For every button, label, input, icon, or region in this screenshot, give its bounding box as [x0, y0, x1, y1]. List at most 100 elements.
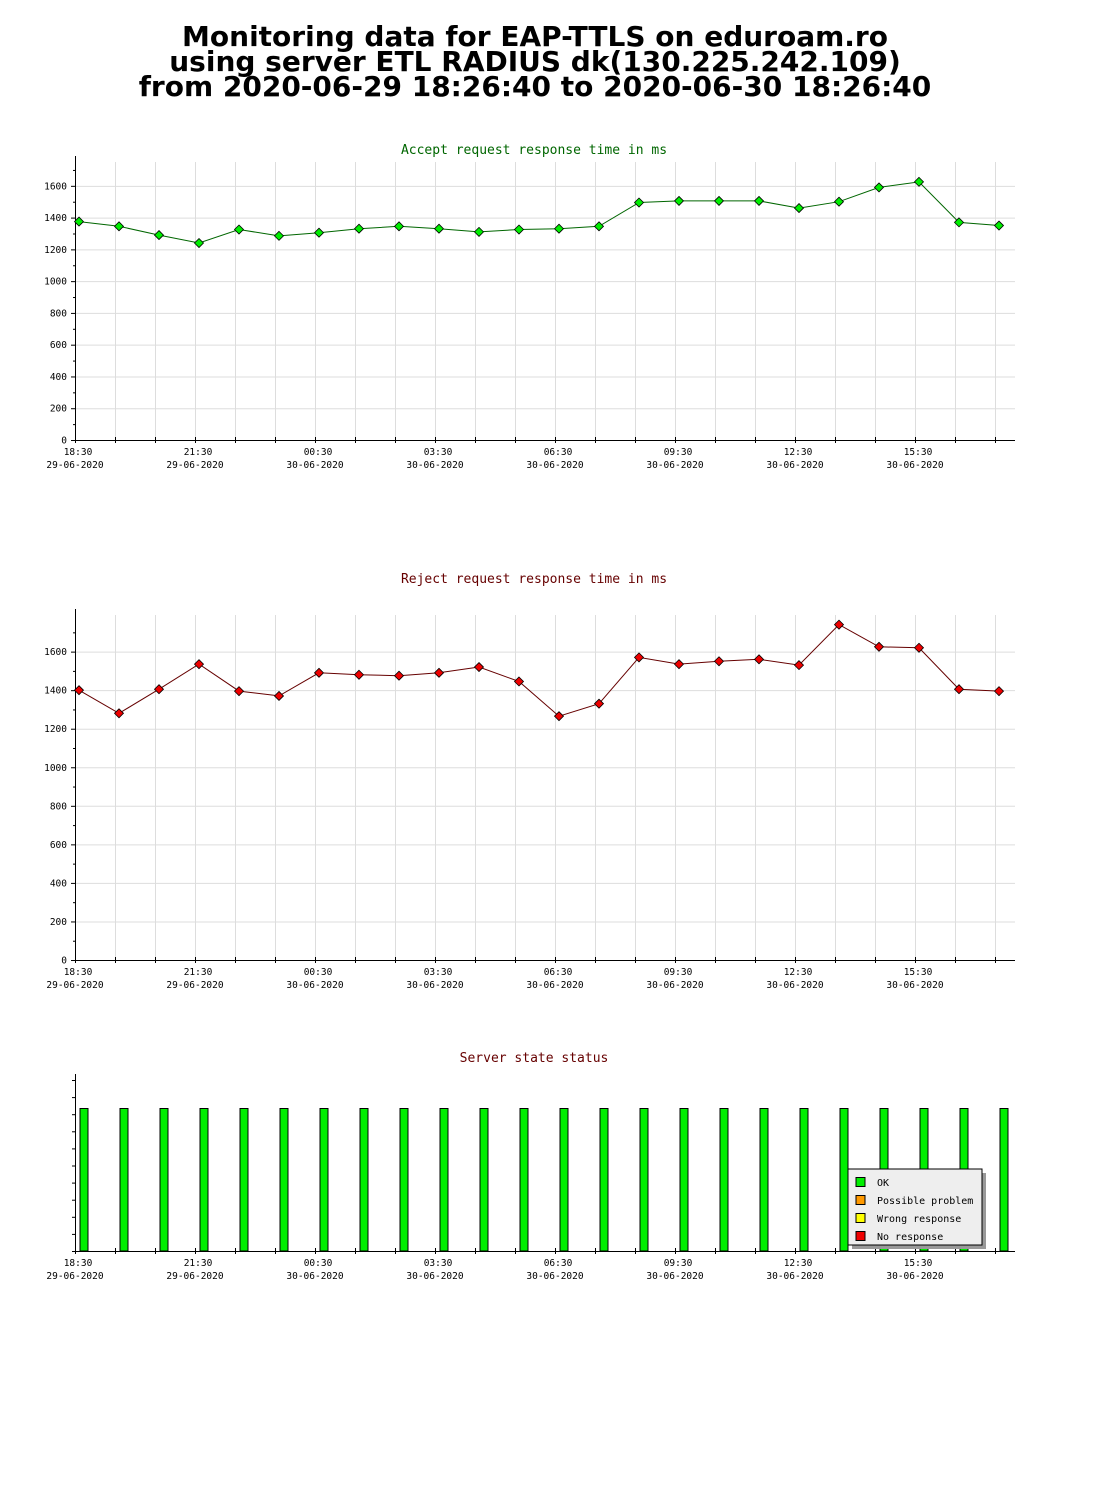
x-tick-date: 30-06-2020: [526, 1271, 583, 1282]
accept-response-chart: Accept request response time in ms 0 200 40…: [44, 143, 1015, 471]
x-tick-time: 09:30: [664, 1258, 693, 1269]
data-point: [513, 224, 525, 235]
status-bar: [479, 1108, 489, 1252]
data-point: [73, 216, 85, 227]
x-tick-date: 30-06-2020: [406, 460, 463, 471]
x-tick-date: 30-06-2020: [286, 1271, 343, 1282]
legend-swatch: [855, 1213, 866, 1223]
status-bar: [799, 1108, 809, 1252]
x-tick-time: 21:30: [184, 1258, 213, 1269]
status-bar: [599, 1108, 609, 1252]
chart-title: Server state status: [460, 1051, 609, 1066]
data-point: [313, 667, 325, 678]
data-point: [833, 196, 845, 207]
y-tick-label: 800: [50, 801, 67, 812]
y-tick-label: 1600: [44, 647, 67, 658]
data-point: [473, 661, 485, 673]
x-tick-time: 03:30: [424, 1258, 453, 1269]
status-bar: [159, 1108, 169, 1252]
x-tick-date: 30-06-2020: [766, 980, 823, 991]
data-point: [113, 708, 125, 719]
x-tick-date: 29-06-2020: [166, 980, 223, 991]
data-point: [993, 220, 1005, 231]
y-tick-label: 400: [50, 878, 67, 889]
x-tick-date: 30-06-2020: [286, 980, 343, 991]
x-tick-time: 06:30: [544, 967, 573, 978]
status-bar: [319, 1108, 329, 1252]
data-point: [593, 221, 605, 232]
y-tick-label: 1200: [44, 245, 67, 256]
x-tick-date: 30-06-2020: [286, 460, 343, 471]
legend-label: OK: [877, 1178, 889, 1189]
y-tick-label: 1600: [44, 181, 67, 192]
data-point: [393, 221, 405, 232]
data-point: [553, 711, 565, 722]
y-tick-label: 1400: [44, 213, 67, 224]
x-tick-date: 30-06-2020: [766, 460, 823, 471]
legend-label: No response: [877, 1232, 943, 1243]
x-tick-date: 30-06-2020: [886, 460, 943, 471]
data-point: [153, 684, 165, 695]
x-tick-date: 30-06-2020: [646, 1271, 703, 1282]
x-tick-time: 12:30: [784, 1258, 813, 1269]
x-tick-date: 30-06-2020: [766, 1271, 823, 1282]
data-point: [753, 195, 765, 206]
data-point: [73, 685, 85, 696]
x-tick-time: 00:30: [304, 967, 333, 978]
title-line-2: using server ETL RADIUS dk(130.225.242.1…: [169, 45, 901, 78]
status-bar: [279, 1108, 289, 1252]
data-point: [233, 224, 245, 235]
x-tick-date: 29-06-2020: [46, 980, 103, 991]
series-line: [78, 181, 1000, 244]
x-tick-time: 15:30: [904, 1258, 933, 1269]
y-tick-label: 1000: [44, 763, 67, 774]
status-bar: [639, 1108, 649, 1252]
title-line-3: from 2020-06-29 18:26:40 to 2020-06-30 1…: [138, 70, 932, 103]
status-bar: [239, 1108, 249, 1252]
data-point: [553, 223, 565, 234]
y-tick-label: 800: [50, 308, 67, 319]
title-line-1: Monitoring data for EAP-TTLS on eduroam.…: [182, 20, 888, 53]
y-tick-label: 1200: [44, 724, 67, 735]
status-bar: [119, 1108, 129, 1252]
x-tick-time: 18:30: [64, 1258, 93, 1269]
y-tick-label: 600: [50, 340, 67, 351]
data-point: [273, 690, 285, 702]
server-state-chart: Server state status 18:30 29-06-2020 21:30 2…: [46, 1051, 1015, 1282]
data-point: [313, 227, 325, 238]
x-tick-time: 18:30: [64, 967, 93, 978]
x-tick-date: 30-06-2020: [886, 1271, 943, 1282]
data-point: [673, 659, 685, 670]
data-point: [513, 676, 525, 687]
y-tick-label: 1400: [44, 686, 67, 697]
data-point: [873, 641, 885, 652]
data-point: [953, 684, 965, 695]
data-point: [793, 660, 805, 671]
data-point: [793, 203, 805, 214]
data-point: [913, 642, 925, 653]
status-bar: [839, 1108, 849, 1252]
x-tick-time: 06:30: [544, 1258, 573, 1269]
data-point: [873, 182, 885, 193]
data-point: [193, 659, 205, 670]
data-point: [753, 654, 765, 665]
data-point: [713, 195, 725, 206]
data-point: [633, 197, 645, 208]
x-tick-time: 15:30: [904, 447, 933, 458]
data-point: [273, 230, 285, 241]
status-bar: [999, 1108, 1009, 1252]
legend-swatch: [855, 1195, 866, 1205]
data-point: [633, 652, 645, 663]
y-tick-label: 0: [61, 436, 67, 447]
chart-title: Accept request response time in ms: [401, 143, 667, 158]
status-bar: [399, 1108, 409, 1252]
x-tick-time: 21:30: [184, 447, 213, 458]
y-tick-label: 600: [50, 840, 67, 851]
x-tick-time: 18:30: [64, 447, 93, 458]
data-point: [113, 221, 125, 232]
status-bar: [719, 1108, 729, 1252]
status-bar: [559, 1108, 569, 1252]
legend-label: Wrong response: [877, 1214, 961, 1225]
data-point: [953, 217, 965, 228]
y-tick-label: 200: [50, 917, 67, 928]
